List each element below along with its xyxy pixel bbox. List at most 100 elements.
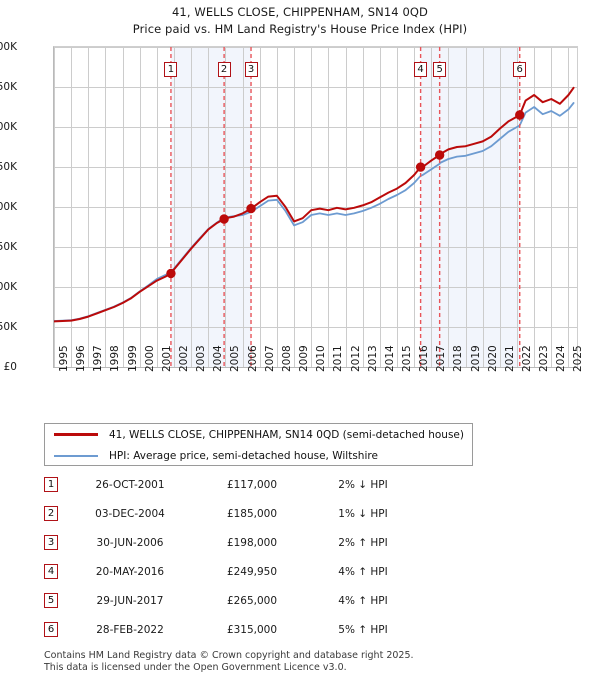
y-axis-tick-label: £200K [0,201,17,213]
transaction-price: £265,000 [226,594,278,607]
transaction-date: 29-JUN-2017 [96,594,164,607]
transaction-date: 30-JUN-2006 [96,536,164,549]
legend-entry-hpi: HPI: Average price, semi-detached house,… [45,445,472,466]
transaction-date: 28-FEB-2022 [96,623,164,636]
x-axis-tick-label: 2015 [400,345,413,372]
transaction-date: 26-OCT-2001 [95,478,165,491]
transaction-date: 03-DEC-2004 [95,507,165,520]
x-axis-tick-label: 2010 [315,345,328,372]
x-axis-tick-label: 2008 [280,345,293,372]
transaction-index-badge: 1 [44,477,58,492]
transaction-hpi-delta: 5% ↑ HPI [338,623,388,636]
legend-swatch-property-icon [54,433,98,436]
y-axis-tick-label: £50K [0,321,17,333]
y-axis-tick-label: £0 [3,361,17,373]
event-marker-6: 6 [513,62,527,77]
event-marker-2: 2 [217,62,231,77]
title-line-2: Price paid vs. HM Land Registry's House … [132,22,468,36]
title-line-1: 41, WELLS CLOSE, CHIPPENHAM, SN14 0QD [172,5,428,19]
y-axis-tick-label: £350K [0,81,17,93]
chart-area: £0 £50K £100K £150K £200K £250K £300K £350K £400… [0,41,585,373]
x-axis-tick-label: 2020 [486,345,499,372]
x-axis-tick-label: 2016 [418,345,431,372]
x-axis-tick-label: 1995 [58,345,70,372]
x-axis-tick-label: 2017 [435,345,448,372]
y-axis-tick-label: £400K [0,41,17,53]
transaction-index-badge: 3 [44,535,58,550]
x-axis-tick-label: 2003 [195,345,208,372]
y-axis-tick-label: £250K [0,161,17,173]
x-axis-tick-label: 2009 [298,345,311,372]
footer-line-2: This data is licensed under the Open Gov… [44,661,347,673]
transaction-index-badge: 5 [44,593,58,608]
x-axis-tick-label: 1998 [109,345,122,372]
x-axis-tick-label: 2002 [178,345,191,372]
transaction-price: £185,000 [226,507,278,520]
event-marker-5: 5 [433,62,447,77]
table-row: 5 29-JUN-2017 £265,000 4% ↑ HPI [44,586,484,615]
page-title: 41, WELLS CLOSE, CHIPPENHAM, SN14 0QD Pr… [0,4,600,38]
y-axis-tick-label: £100K [0,281,17,293]
series-line-property [54,86,575,323]
event-marker-3: 3 [244,62,258,77]
legend-label-property: 41, WELLS CLOSE, CHIPPENHAM, SN14 0QD (s… [109,428,464,441]
x-axis-tick-label: 2025 [572,345,585,372]
x-axis-tick-label: 2022 [520,345,533,372]
sale-point-marker [434,150,445,160]
transaction-price: £315,000 [226,623,278,636]
y-axis-tick-label: £300K [0,121,17,133]
table-row: 4 20-MAY-2016 £249,950 4% ↑ HPI [44,557,484,586]
x-axis-tick-label: 2007 [263,345,276,372]
table-row: 2 03-DEC-2004 £185,000 1% ↓ HPI [44,499,484,528]
chart-legend: 41, WELLS CLOSE, CHIPPENHAM, SN14 0QD (s… [44,423,473,466]
sale-point-marker [415,162,426,172]
transaction-price: £249,950 [226,565,278,578]
transaction-index-badge: 4 [44,564,58,579]
x-axis-tick-label: 2018 [452,345,465,372]
x-axis-tick-label: 2006 [246,345,259,372]
x-axis-tick-label: 2014 [383,345,396,372]
sale-point-marker [515,110,525,120]
legend-label-hpi: HPI: Average price, semi-detached house,… [109,449,378,462]
footer-line-1: Contains HM Land Registry data © Crown c… [44,650,414,661]
legend-swatch-hpi-icon [54,454,98,457]
event-marker-4: 4 [414,62,428,77]
x-axis-tick-label: 2004 [212,345,225,372]
footer-attribution: Contains HM Land Registry data © Crown c… [44,650,574,673]
x-axis-tick-label: 1996 [75,345,88,372]
legend-entry-property: 41, WELLS CLOSE, CHIPPENHAM, SN14 0QD (s… [45,424,472,445]
table-row: 1 26-OCT-2001 £117,000 2% ↓ HPI [44,470,484,499]
x-axis-tick-label: 1997 [92,345,105,372]
x-axis-tick-label: 2001 [160,345,173,372]
transaction-hpi-delta: 2% ↓ HPI [338,478,388,491]
transaction-index-badge: 6 [44,622,58,637]
x-axis-tick-label: 2013 [366,345,379,372]
transaction-hpi-delta: 4% ↑ HPI [338,594,388,607]
x-axis-tick-label: 1999 [126,345,139,372]
x-axis-tick-label: 2011 [332,345,345,372]
x-axis-tick-label: 2023 [538,345,551,372]
transaction-price: £117,000 [226,478,278,491]
sale-point-marker [246,203,256,214]
x-axis-tick-label: 2012 [349,345,362,372]
transaction-hpi-delta: 2% ↑ HPI [338,536,388,549]
table-row: 6 28-FEB-2022 £315,000 5% ↑ HPI [44,615,484,644]
x-axis-tick-label: 2024 [555,345,568,372]
x-axis-tick-label: 2000 [143,345,156,372]
plot-svg [54,47,577,367]
x-axis-tick-label: 2021 [503,345,516,372]
table-row: 3 30-JUN-2006 £198,000 2% ↑ HPI [44,528,484,557]
transaction-hpi-delta: 4% ↑ HPI [338,565,388,578]
y-axis-tick-label: £150K [0,241,17,253]
plot-region [53,46,578,368]
x-axis-tick-label: 2005 [229,345,242,372]
transactions-table: 1 26-OCT-2001 £117,000 2% ↓ HPI 2 03-DEC-2004… [44,470,484,644]
transaction-hpi-delta: 1% ↓ HPI [338,507,388,520]
event-marker-1: 1 [164,62,178,77]
transaction-index-badge: 2 [44,506,58,521]
sale-point-marker [219,214,229,224]
transaction-date: 20-MAY-2016 [95,565,165,578]
sale-point-marker [166,268,176,279]
transaction-price: £198,000 [226,536,278,549]
